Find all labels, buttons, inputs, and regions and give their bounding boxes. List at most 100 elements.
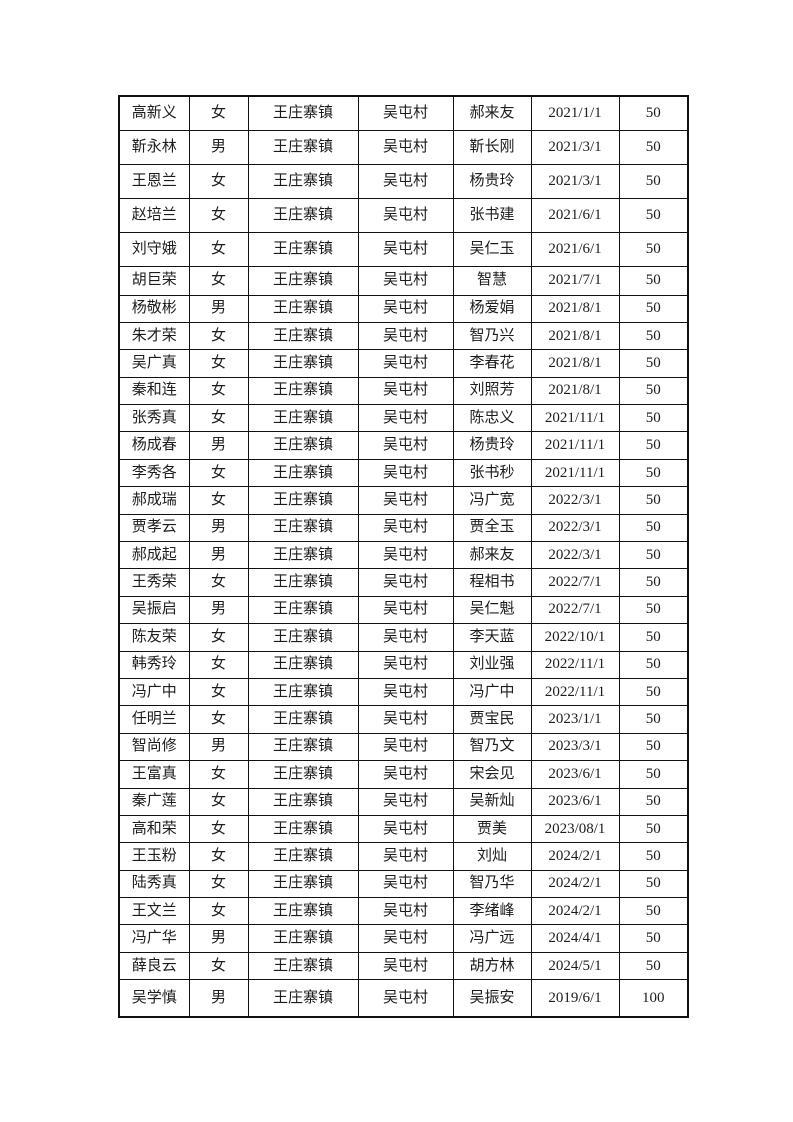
table-cell-date: 2021/8/1 bbox=[530, 294, 620, 323]
table-cell-village: 吴屯村 bbox=[357, 595, 454, 625]
table-cell-village: 吴屯村 bbox=[357, 732, 454, 762]
table-cell-date: 2024/4/1 bbox=[530, 924, 620, 953]
table-cell-village: 吴屯村 bbox=[357, 623, 454, 652]
table-cell-gender: 女 bbox=[188, 951, 249, 981]
table-cell-town: 王庄寨镇 bbox=[247, 869, 359, 899]
table-cell-date: 2021/8/1 bbox=[530, 349, 620, 378]
table-cell-contact: 贾宝民 bbox=[452, 705, 532, 734]
table-cell-name: 王恩兰 bbox=[118, 163, 190, 199]
table-cell-gender: 男 bbox=[188, 431, 249, 460]
table-cell-date: 2022/10/1 bbox=[530, 623, 620, 652]
table-cell-gender: 女 bbox=[188, 458, 249, 488]
table-cell-amount: 50 bbox=[618, 231, 689, 267]
table-cell-contact: 陈忠义 bbox=[452, 404, 532, 433]
table-cell-town: 王庄寨镇 bbox=[247, 568, 359, 597]
table-cell-name: 任明兰 bbox=[118, 705, 190, 734]
table-cell-village: 吴屯村 bbox=[357, 924, 454, 953]
table-cell-contact: 李天蓝 bbox=[452, 623, 532, 652]
table-cell-date: 2021/3/1 bbox=[530, 129, 620, 165]
table-cell-village: 吴屯村 bbox=[357, 321, 454, 351]
table-cell-town: 王庄寨镇 bbox=[247, 951, 359, 981]
table-cell-town: 王庄寨镇 bbox=[247, 787, 359, 816]
table-cell-contact: 吴振安 bbox=[452, 979, 532, 1018]
table-cell-gender: 女 bbox=[188, 623, 249, 652]
table-cell-gender: 女 bbox=[188, 814, 249, 844]
table-row: 朱才荣女王庄寨镇 吴屯村 智乃兴 2021/8/1 50 bbox=[118, 321, 689, 351]
table-cell-town: 王庄寨镇 bbox=[247, 814, 359, 844]
table-cell-name: 韩秀玲 bbox=[118, 650, 190, 679]
table-cell-town: 王庄寨镇 bbox=[247, 595, 359, 625]
table-cell-amount: 50 bbox=[618, 760, 689, 789]
table-cell-contact: 程相书 bbox=[452, 568, 532, 597]
table-cell-village: 吴屯村 bbox=[357, 404, 454, 433]
table-cell-village: 吴屯村 bbox=[357, 513, 454, 543]
table-row: 赵培兰女王庄寨镇 吴屯村 张书建 2021/6/1 50 bbox=[118, 197, 689, 233]
table-cell-date: 2023/6/1 bbox=[530, 760, 620, 789]
table-cell-village: 吴屯村 bbox=[357, 431, 454, 460]
table-cell-contact: 靳长刚 bbox=[452, 129, 532, 165]
table-cell-contact: 宋会见 bbox=[452, 760, 532, 789]
table-cell-town: 王庄寨镇 bbox=[247, 321, 359, 351]
table-cell-contact: 贾全玉 bbox=[452, 513, 532, 543]
table-cell-date: 2022/11/1 bbox=[530, 650, 620, 679]
table-cell-amount: 50 bbox=[618, 349, 689, 378]
table-cell-contact: 冯广宽 bbox=[452, 486, 532, 515]
table-cell-village: 吴屯村 bbox=[357, 197, 454, 233]
table-cell-town: 王庄寨镇 bbox=[247, 294, 359, 323]
table-cell-village: 吴屯村 bbox=[357, 129, 454, 165]
table-cell-village: 吴屯村 bbox=[357, 568, 454, 597]
table-cell-town: 王庄寨镇 bbox=[247, 163, 359, 199]
table-cell-gender: 女 bbox=[188, 486, 249, 515]
table-row: 吴广真女王庄寨镇 吴屯村 李春花 2021/8/1 50 bbox=[118, 349, 689, 378]
table-cell-village: 吴屯村 bbox=[357, 814, 454, 844]
table-row: 郝成瑞女王庄寨镇 吴屯村 冯广宽 2022/3/1 50 bbox=[118, 486, 689, 515]
table-cell-gender: 女 bbox=[188, 197, 249, 233]
table-cell-town: 王庄寨镇 bbox=[247, 979, 359, 1018]
table-row: 薛良云女王庄寨镇 吴屯村 胡方林 2024/5/1 50 bbox=[118, 951, 689, 981]
table-row: 杨敬彬男王庄寨镇 吴屯村 杨爱娟 2021/8/1 50 bbox=[118, 294, 689, 323]
table-cell-town: 王庄寨镇 bbox=[247, 650, 359, 679]
table-cell-village: 吴屯村 bbox=[357, 458, 454, 488]
table-cell-gender: 女 bbox=[188, 787, 249, 816]
table-row: 杨成春男王庄寨镇 吴屯村 杨贵玲 2021/11/1 50 bbox=[118, 431, 689, 460]
table-cell-date: 2021/11/1 bbox=[530, 431, 620, 460]
table-row: 靳永林男王庄寨镇 吴屯村 靳长刚 2021/3/1 50 bbox=[118, 129, 689, 165]
table-cell-contact: 刘照芳 bbox=[452, 376, 532, 406]
table-cell-town: 王庄寨镇 bbox=[247, 129, 359, 165]
table-cell-name: 薛良云 bbox=[118, 951, 190, 981]
table-cell-contact: 智乃兴 bbox=[452, 321, 532, 351]
table-cell-amount: 50 bbox=[618, 431, 689, 460]
table-cell-name: 陈友荣 bbox=[118, 623, 190, 652]
table-row: 贾孝云男王庄寨镇 吴屯村 贾全玉 2022/3/1 50 bbox=[118, 513, 689, 543]
table-row: 吴振启男王庄寨镇 吴屯村 吴仁魁 2022/7/1 50 bbox=[118, 595, 689, 625]
table-cell-amount: 50 bbox=[618, 732, 689, 762]
table-cell-amount: 50 bbox=[618, 787, 689, 816]
table-cell-date: 2021/1/1 bbox=[530, 95, 620, 131]
table-cell-gender: 女 bbox=[188, 760, 249, 789]
table-cell-name: 冯广华 bbox=[118, 924, 190, 953]
table-row: 王文兰女王庄寨镇 吴屯村 李绪峰 2024/2/1 50 bbox=[118, 897, 689, 926]
table-cell-date: 2021/8/1 bbox=[530, 321, 620, 351]
table-cell-gender: 男 bbox=[188, 732, 249, 762]
table-cell-date: 2023/3/1 bbox=[530, 732, 620, 762]
table-cell-village: 吴屯村 bbox=[357, 787, 454, 816]
table-cell-town: 王庄寨镇 bbox=[247, 486, 359, 515]
table-cell-date: 2021/3/1 bbox=[530, 163, 620, 199]
table-cell-amount: 50 bbox=[618, 95, 689, 131]
table-cell-name: 郝成起 bbox=[118, 541, 190, 570]
table-cell-amount: 50 bbox=[618, 129, 689, 165]
table-cell-amount: 50 bbox=[618, 705, 689, 734]
table-cell-date: 2023/1/1 bbox=[530, 705, 620, 734]
table-cell-village: 吴屯村 bbox=[357, 95, 454, 131]
table-cell-gender: 女 bbox=[188, 321, 249, 351]
table-cell-name: 王文兰 bbox=[118, 897, 190, 926]
table-cell-name: 秦和连 bbox=[118, 376, 190, 406]
table-cell-gender: 男 bbox=[188, 924, 249, 953]
table-cell-contact: 刘灿 bbox=[452, 842, 532, 871]
table-cell-contact: 张书秒 bbox=[452, 458, 532, 488]
table-cell-name: 赵培兰 bbox=[118, 197, 190, 233]
table-cell-date: 2021/8/1 bbox=[530, 376, 620, 406]
table-cell-village: 吴屯村 bbox=[357, 541, 454, 570]
table-cell-name: 王富真 bbox=[118, 760, 190, 789]
table-row: 王秀荣女王庄寨镇 吴屯村 程相书 2022/7/1 50 bbox=[118, 568, 689, 597]
